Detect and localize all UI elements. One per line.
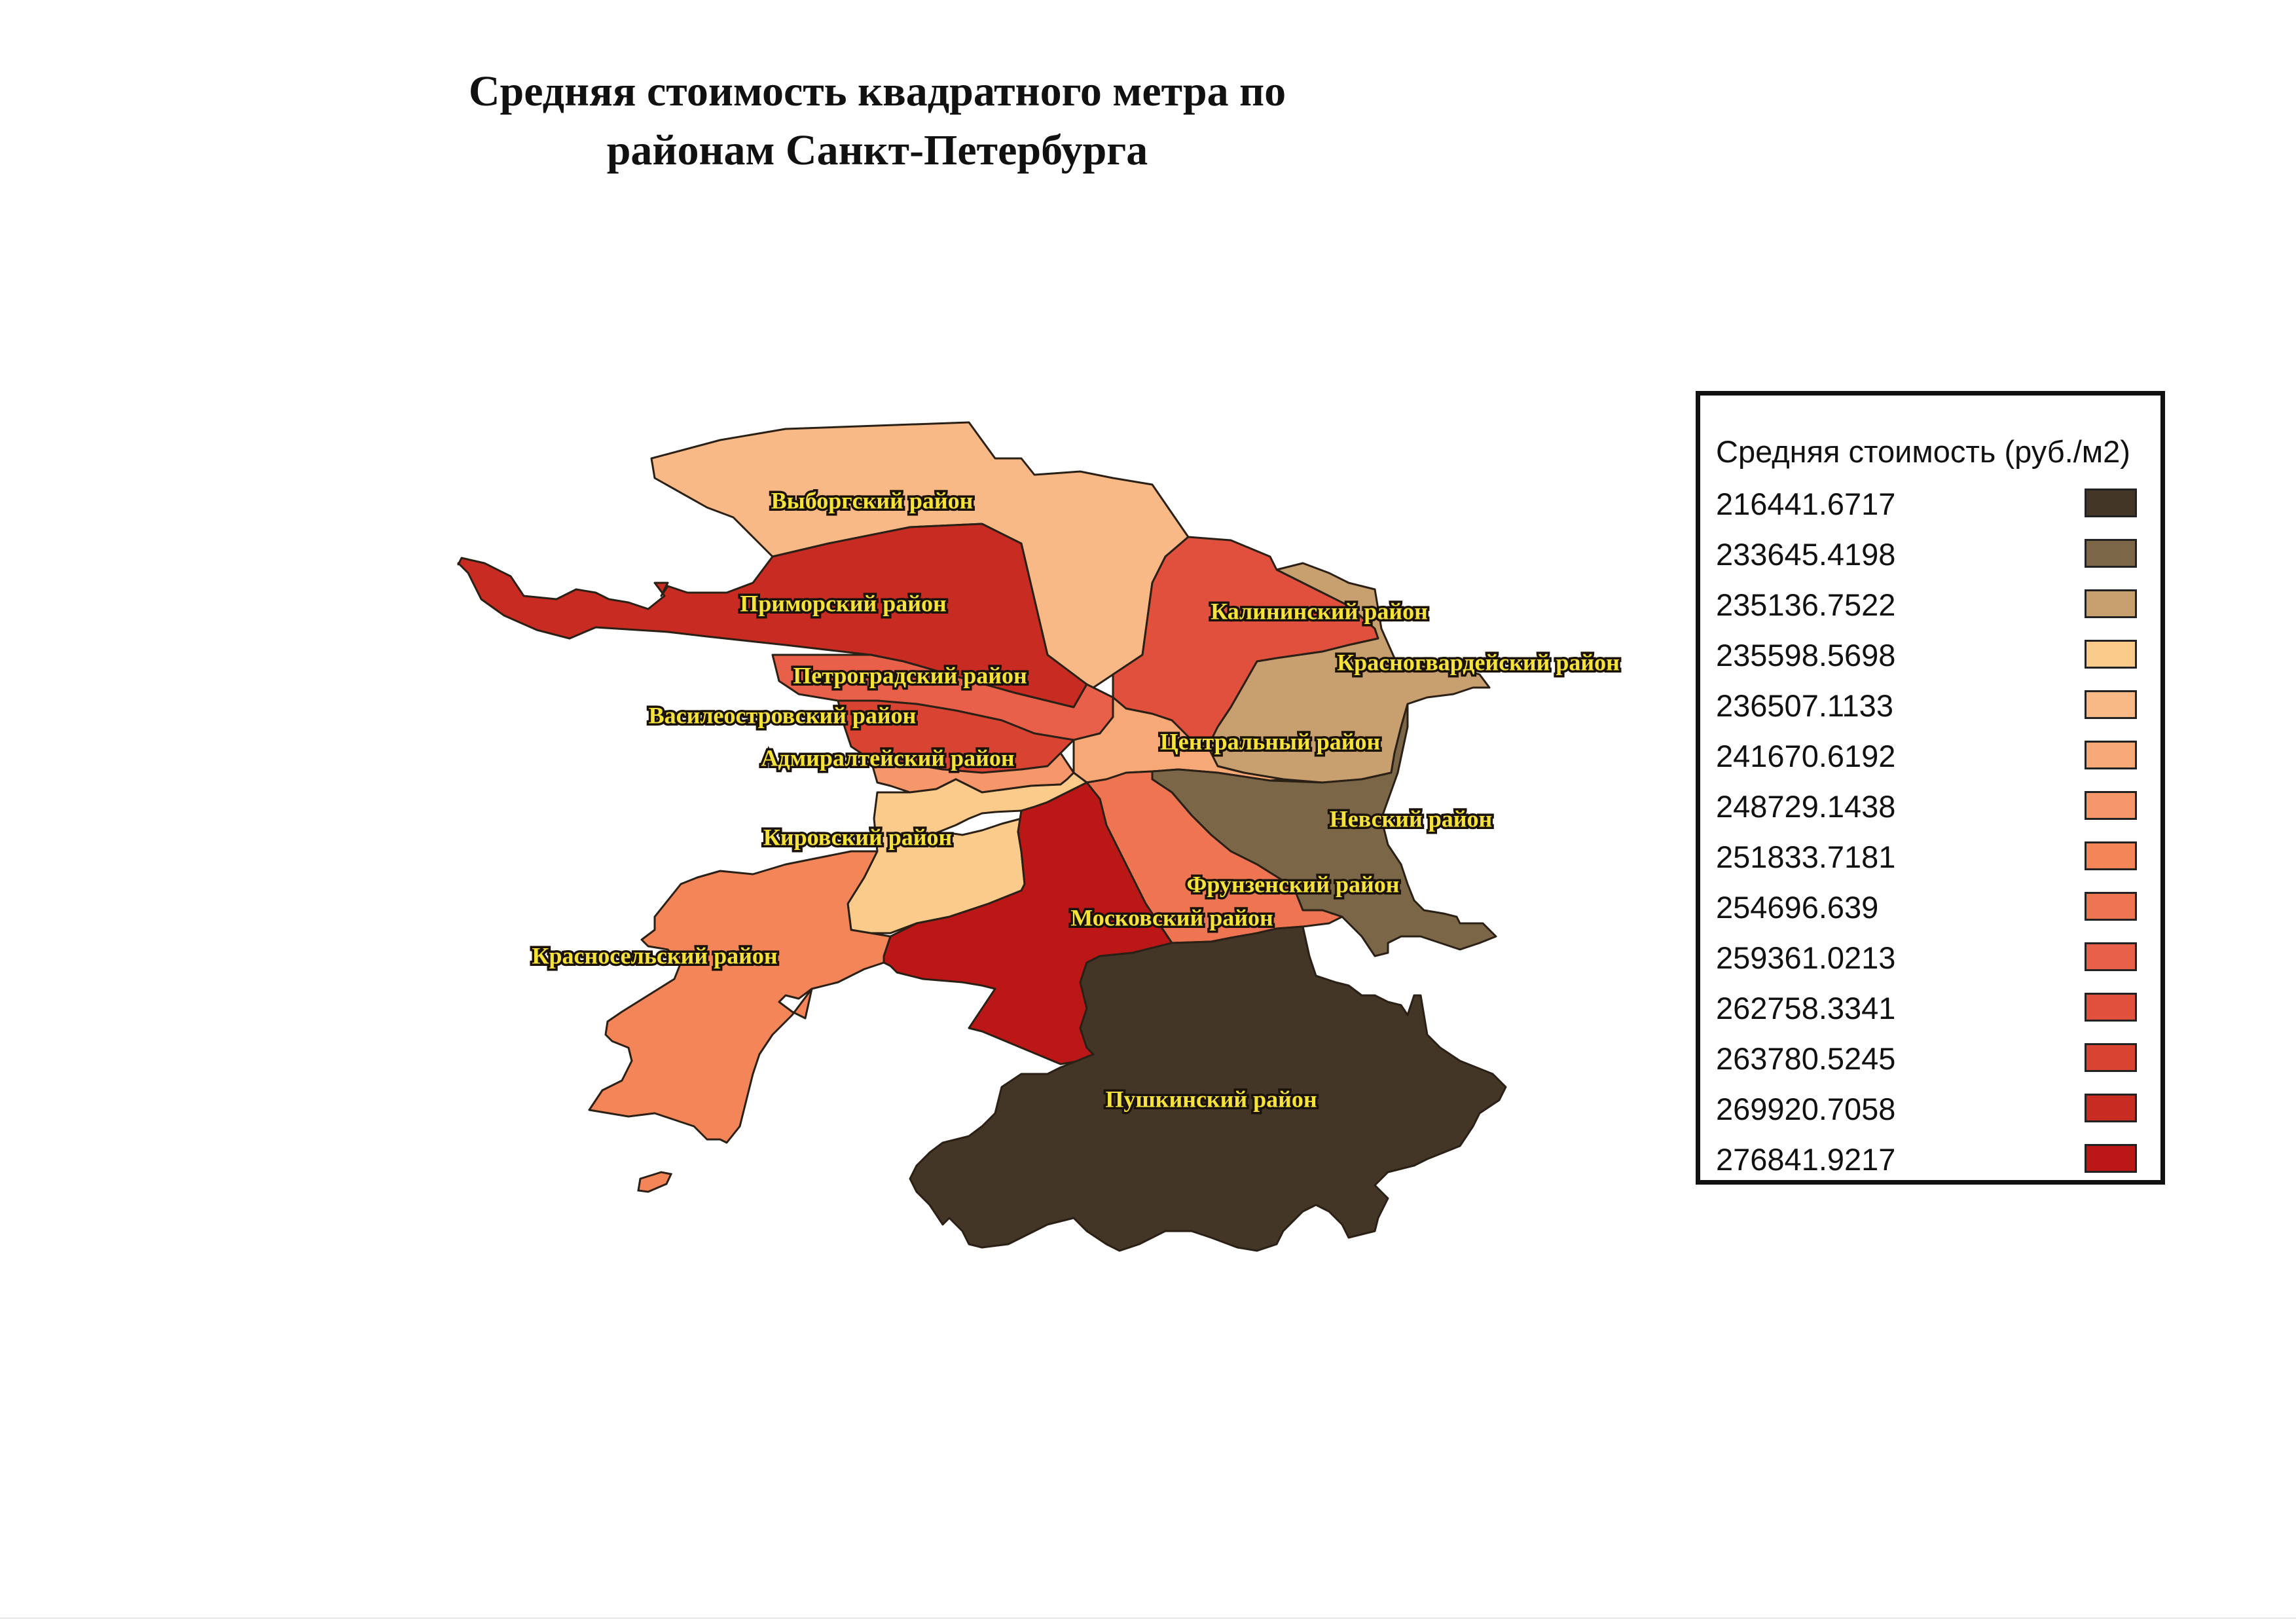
- legend-swatch: [2085, 1043, 2137, 1072]
- legend-title: Средняя стоимость (руб./м2): [1716, 434, 2130, 469]
- legend-swatch: [2085, 892, 2137, 921]
- legend-row: 263780.5245: [1716, 1034, 2145, 1080]
- label-vyborgsky: Выборгский район: [771, 487, 974, 513]
- legend-row: 236507.1133: [1716, 681, 2145, 727]
- label-nevsky: Невский район: [1330, 805, 1493, 832]
- legend-swatch: [2085, 690, 2137, 719]
- legend-row: 241670.6192: [1716, 731, 2145, 777]
- label-krasnoselsky: Красносельский район: [532, 942, 777, 969]
- label-petrogradsky: Петроградский район: [793, 662, 1027, 688]
- legend-row: 276841.9217: [1716, 1135, 2145, 1181]
- legend-value: 262758.3341: [1716, 991, 1896, 1025]
- legend-value: 216441.6717: [1716, 487, 1896, 521]
- legend-swatch: [2085, 841, 2137, 870]
- label-admiralteysky: Адмиралтейский район: [761, 745, 1014, 771]
- legend-value: 259361.0213: [1716, 940, 1896, 975]
- label-tsentralny: Центральный район: [1160, 728, 1381, 754]
- legend-swatch: [2085, 640, 2137, 669]
- legend-row: 216441.6717: [1716, 479, 2145, 525]
- legend-row: 251833.7181: [1716, 832, 2145, 878]
- legend-row: 269920.7058: [1716, 1084, 2145, 1130]
- legend-value: 235136.7522: [1716, 587, 1896, 622]
- legend-swatch: [2085, 993, 2137, 1022]
- legend-value: 276841.9217: [1716, 1142, 1896, 1177]
- page-bottom-rule: [0, 1617, 2296, 1619]
- label-frunzensky: Фрунзенский район: [1186, 871, 1399, 897]
- legend-value: 241670.6192: [1716, 739, 1896, 773]
- legend-value: 236507.1133: [1716, 688, 1893, 723]
- legend-row: 259361.0213: [1716, 933, 2145, 979]
- legend-value: 233645.4198: [1716, 537, 1896, 572]
- legend-value: 254696.639: [1716, 890, 1879, 925]
- label-moskovsky: Московский район: [1070, 904, 1273, 931]
- legend-swatch: [2085, 489, 2137, 517]
- district-pushkinsky[interactable]: [909, 925, 1507, 1252]
- district-kirovsky[interactable]: [847, 771, 1088, 934]
- legend-row: 262758.3341: [1716, 984, 2145, 1029]
- legend-row: 235136.7522: [1716, 580, 2145, 626]
- district-krasnoselsky[interactable]: [588, 850, 892, 1144]
- label-kirovsky: Кировский район: [763, 824, 953, 850]
- legend-swatch: [2085, 539, 2137, 568]
- legend-swatch: [2085, 942, 2137, 971]
- kronstadt-island: [637, 1171, 673, 1193]
- legend-value: 263780.5245: [1716, 1041, 1896, 1076]
- legend-row: 233645.4198: [1716, 530, 2145, 576]
- legend-value: 251833.7181: [1716, 840, 1896, 874]
- legend-swatch: [2085, 1094, 2137, 1122]
- legend-row: 254696.639: [1716, 883, 2145, 929]
- legend-swatch: [2085, 589, 2137, 618]
- legend-value: 269920.7058: [1716, 1092, 1896, 1126]
- map-title-line-2: районам Санкт-Петербурга: [606, 126, 1148, 174]
- legend-row: 235598.5698: [1716, 631, 2145, 676]
- label-pushkinsky: Пушкинский район: [1105, 1086, 1317, 1112]
- label-krasnogvardeysky: Красногвардейский район: [1337, 649, 1620, 675]
- label-kalininsky: Калининский район: [1211, 598, 1428, 624]
- label-primorsky: Приморский район: [740, 590, 947, 616]
- legend-value: 235598.5698: [1716, 638, 1896, 673]
- legend-value: 248729.1438: [1716, 789, 1896, 824]
- label-vasileostrovsky: Василеостровский район: [649, 702, 917, 728]
- legend-swatch: [2085, 741, 2137, 769]
- legend: Средняя стоимость (руб./м2) 216441.6717 2…: [1696, 391, 2165, 1185]
- legend-swatch: [2085, 1144, 2137, 1173]
- map-title: Средняя стоимость квадратного метра по р…: [0, 62, 1755, 180]
- legend-swatch: [2085, 791, 2137, 820]
- map-title-line-1: Средняя стоимость квадратного метра по: [468, 67, 1286, 115]
- legend-row: 248729.1438: [1716, 782, 2145, 828]
